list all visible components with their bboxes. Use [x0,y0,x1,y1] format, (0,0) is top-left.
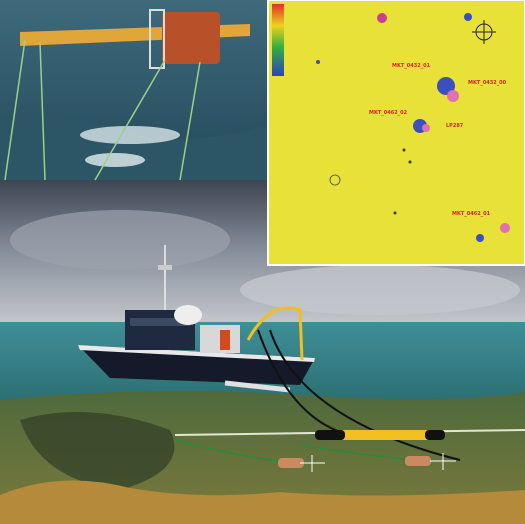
map-label: MKT_0462_01 [452,211,491,217]
tow-line [174,439,286,463]
cloud [240,265,520,315]
cable [269,329,461,461]
towfish [405,453,456,470]
magnetic-map: MKT_0432_01 MKT_0432_00 MKT_0462_02 LP28… [267,0,525,266]
color-scale [272,4,284,76]
ship [78,245,315,393]
sensor-end [315,430,345,440]
sand [0,480,525,524]
map-label: MKT_0432_00 [468,80,507,86]
sensor-bar [315,430,445,440]
cloud [10,210,230,270]
towfish [278,455,325,472]
shadow [20,412,175,490]
map-label: LP287 [446,123,464,129]
map-label: MKT_0432_01 [392,63,431,69]
photo-buoy [0,0,268,181]
map-label: MKT_0462_02 [369,110,408,116]
anomalies [316,13,510,242]
sensor-end [425,430,445,440]
tow-line [299,444,416,461]
